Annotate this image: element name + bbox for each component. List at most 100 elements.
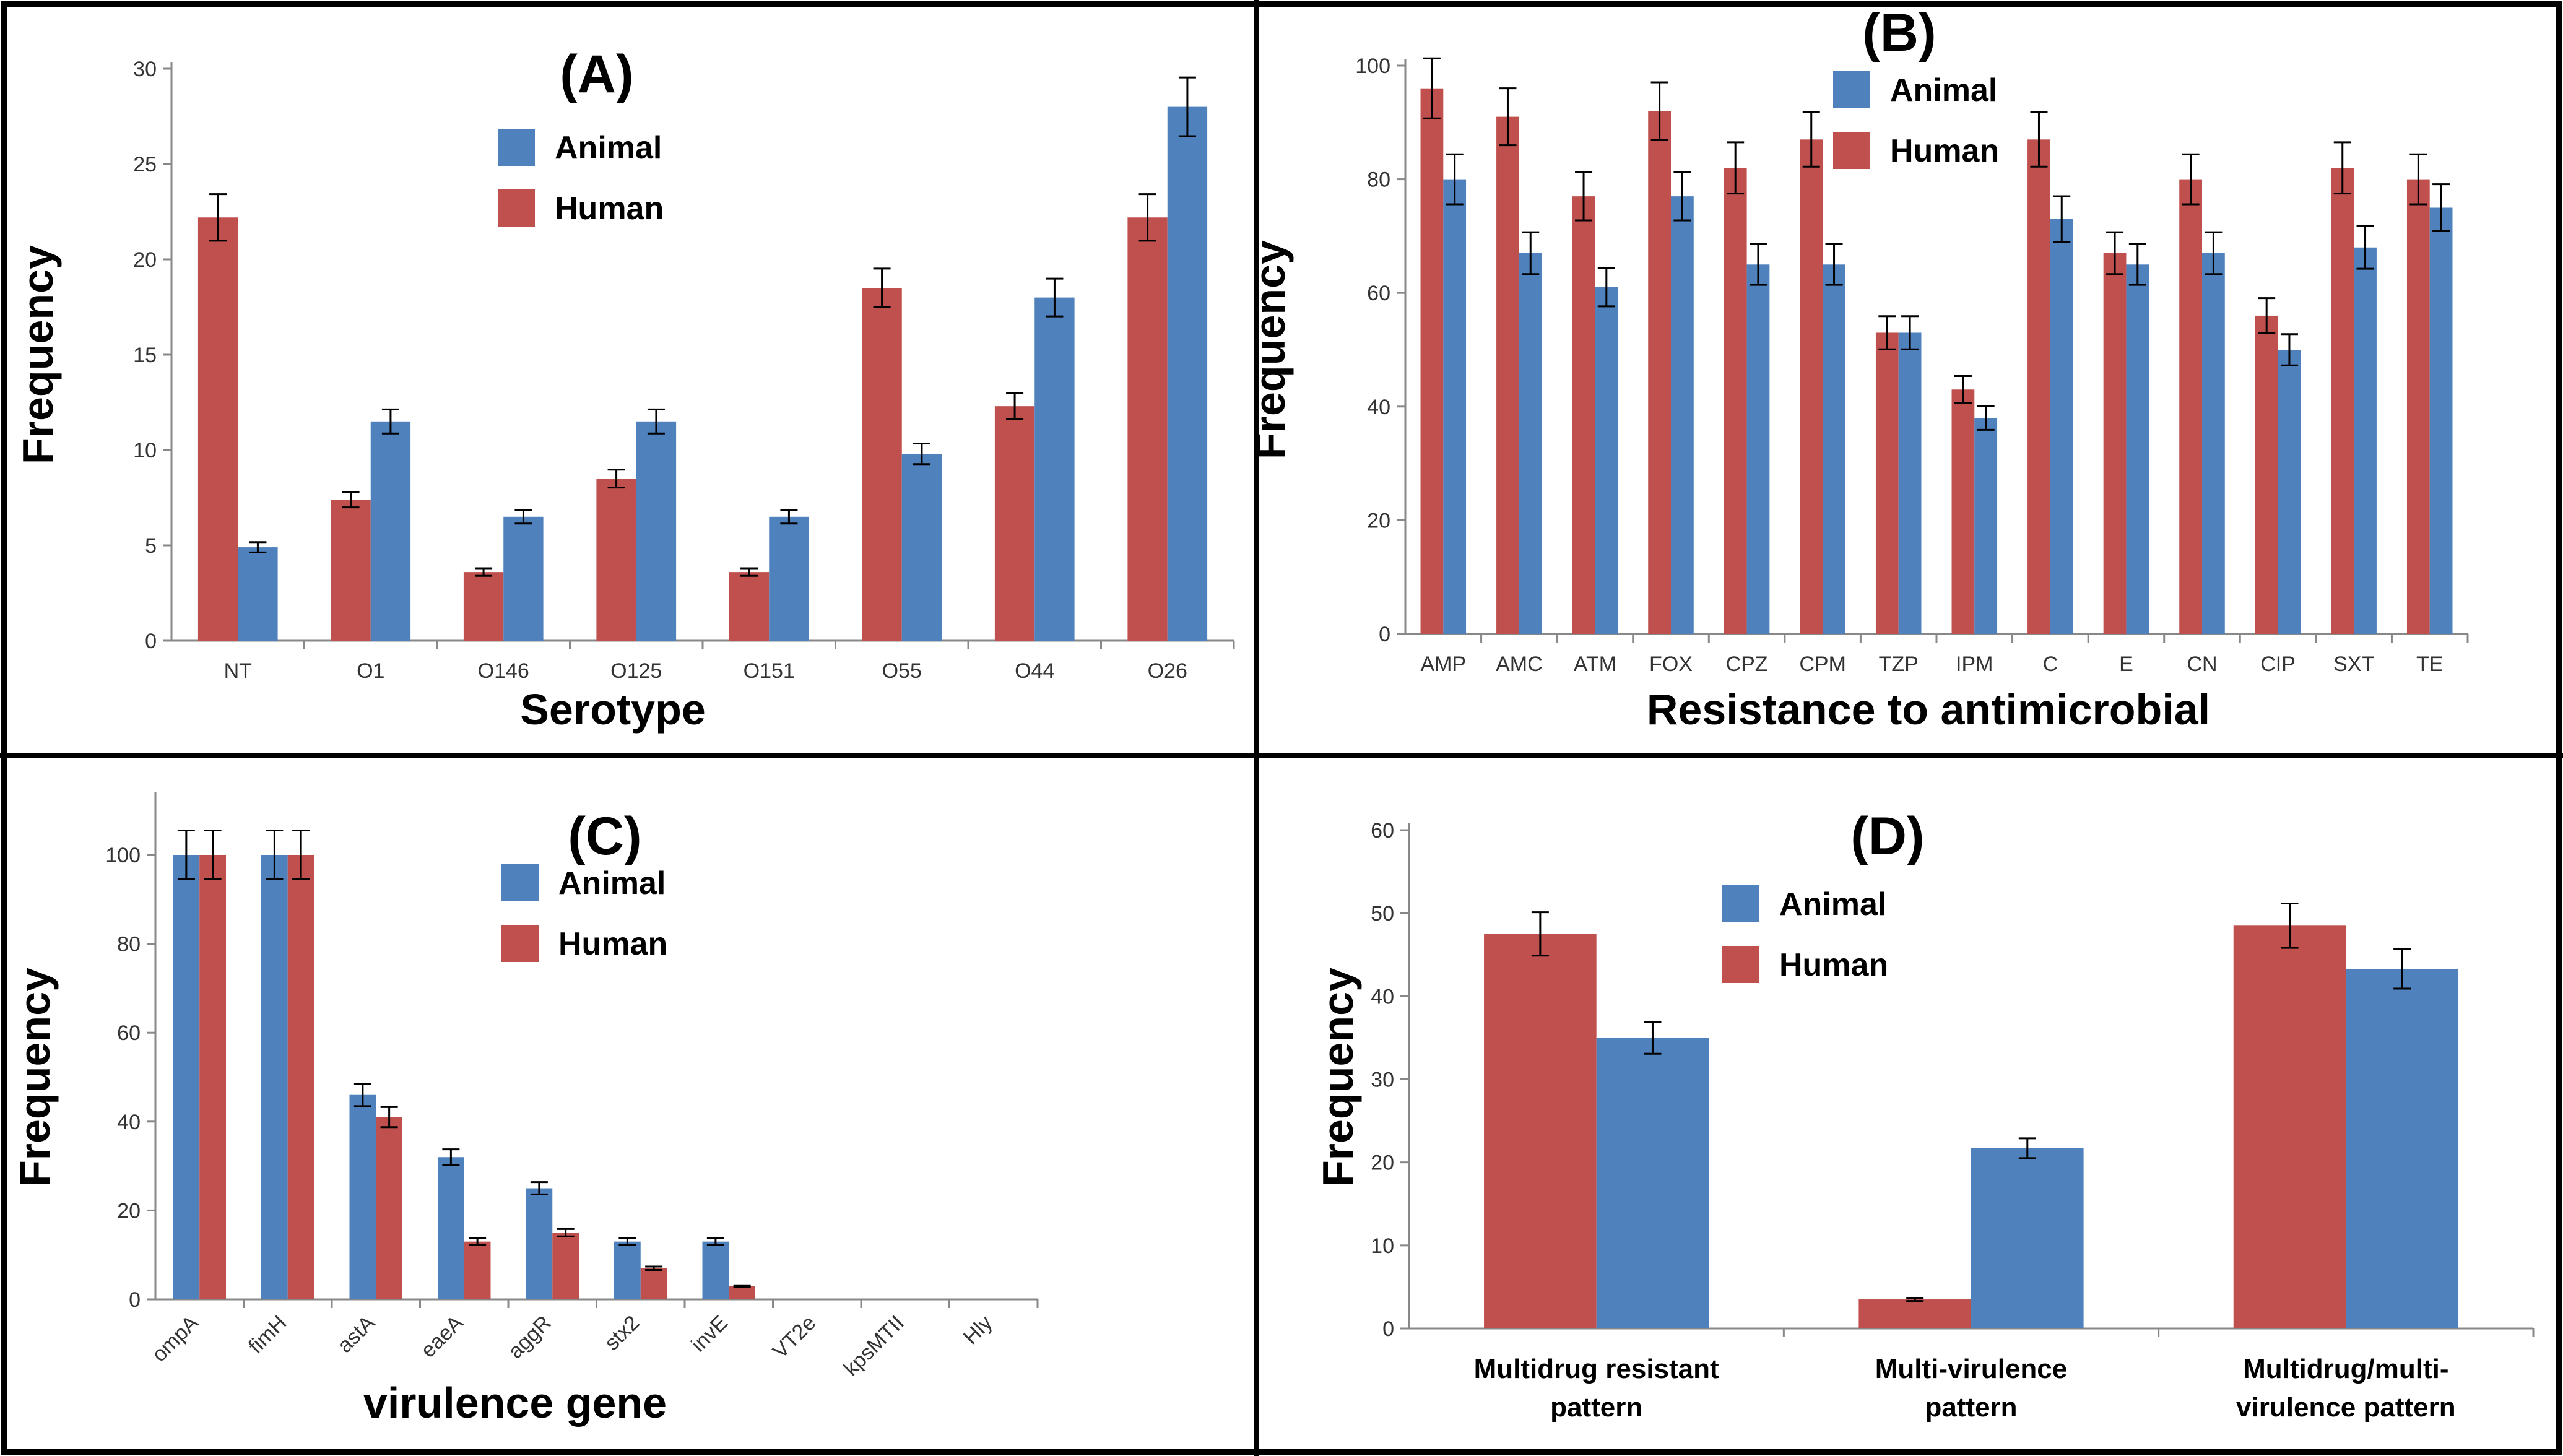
y-tick-label: 20	[1367, 509, 1390, 532]
bar-human	[1951, 389, 1975, 634]
x-tick-label: CN	[2187, 652, 2217, 676]
x-tick-label: ompA	[147, 1311, 203, 1367]
legend-swatch-human	[501, 925, 539, 962]
bar-human	[640, 1268, 667, 1299]
bar-human	[2179, 179, 2202, 635]
bar-human	[2406, 179, 2430, 635]
bar-human	[1648, 111, 1671, 634]
x-tick-label: ATM	[1574, 652, 1616, 676]
x-tick-label: NT	[224, 659, 252, 683]
y-tick-label: 0	[145, 630, 157, 653]
bar-animal	[1443, 179, 1467, 635]
x-tick-label: Multidrug/multi-	[2243, 1354, 2448, 1384]
chart-panel-a: 0 5 10 15 20 25 30 NT O1 O146 O125 O151 O55 O44 O26 (A)…	[14, 45, 1235, 734]
bar-animal	[1898, 332, 1922, 634]
x-tick-label: TZP	[1879, 652, 1919, 676]
y-tick-label: 100	[1355, 54, 1390, 78]
x-tick-label: O55	[882, 659, 922, 683]
y-tick-label: 40	[1367, 396, 1390, 419]
x-axis-label: virulence gene	[363, 1379, 667, 1427]
y-tick-label: 20	[133, 248, 157, 272]
y-axis-label: Frequency	[1314, 968, 1362, 1187]
x-tick-label: CIP	[2260, 652, 2296, 676]
x-tick-label: VT2e	[768, 1311, 820, 1363]
bar-human	[1484, 934, 1597, 1328]
y-tick-label: 30	[133, 58, 157, 81]
bar-human	[552, 1233, 579, 1299]
legend-swatch-animal	[498, 129, 535, 166]
x-tick-label: AMP	[1420, 652, 1466, 676]
x-tick-label: Multidrug resistant	[1474, 1354, 1719, 1384]
y-tick-label: 20	[1371, 1151, 1394, 1175]
x-tick-label: virulence pattern	[2236, 1392, 2456, 1423]
y-tick-label: 100	[105, 844, 141, 867]
y-tick-label: 80	[1367, 168, 1390, 192]
bar-animal	[702, 1241, 729, 1299]
legend-label-animal: Animal	[1779, 886, 1886, 922]
x-tick-label: Multi-virulence	[1875, 1354, 2068, 1384]
y-tick-label: 0	[129, 1288, 141, 1312]
y-tick-label: 0	[1379, 623, 1390, 646]
legend-swatch-human	[1722, 946, 1759, 983]
x-tick-label: TE	[2416, 652, 2443, 676]
legend-swatch-animal	[1833, 71, 1870, 108]
bar-animal	[1974, 418, 1998, 634]
bar-human	[464, 1241, 491, 1299]
bar-animal	[1971, 1148, 2084, 1328]
bar-animal	[2354, 247, 2377, 634]
chart-title: (A)	[560, 45, 633, 104]
bar-animal	[2126, 264, 2149, 634]
x-tick-label: astA	[333, 1311, 379, 1358]
bar-human	[2103, 253, 2127, 634]
chart-title: (D)	[1850, 807, 1924, 866]
bar-animal	[2278, 350, 2301, 634]
y-axis-label: Frequency	[14, 245, 62, 464]
bar-animal	[901, 454, 942, 641]
x-tick-label: stx2	[600, 1311, 644, 1355]
chart-title: (C)	[568, 807, 641, 866]
bar-human	[2233, 925, 2346, 1328]
y-tick-label: 0	[1382, 1317, 1394, 1341]
y-axis-label: Frequency	[11, 968, 59, 1187]
y-tick-label: 50	[1371, 902, 1394, 925]
bar-animal	[1746, 264, 1770, 634]
y-tick-label: 40	[117, 1111, 141, 1134]
bar-animal	[1595, 287, 1618, 634]
bar-human	[199, 855, 226, 1299]
chart-panel-b: 0 20 40 60 80 100 AMP AMC ATM FOX CPZ CPM TZP IPM C E CN…	[1246, 3, 2469, 734]
bar-animal	[1823, 264, 1845, 634]
legend-label-animal: Animal	[558, 865, 666, 901]
x-axis-label: Resistance to antimicrobial	[1647, 685, 2210, 734]
bar-animal	[2202, 253, 2225, 634]
x-axis-label: Serotype	[520, 685, 706, 734]
bar-human	[1572, 196, 1595, 634]
legend-swatch-animal	[1722, 885, 1759, 922]
y-tick-label: 10	[133, 439, 157, 462]
x-tick-label: O151	[744, 659, 795, 683]
bar-human	[2331, 168, 2354, 634]
bar-human	[729, 572, 770, 641]
bar-animal	[503, 516, 544, 641]
y-tick-label: 20	[117, 1199, 141, 1223]
bar-human	[1875, 332, 1899, 634]
bar-animal	[438, 1157, 464, 1299]
bar-animal	[1671, 196, 1694, 634]
y-tick-label: 60	[1367, 282, 1390, 305]
x-tick-label: AMC	[1496, 652, 1543, 676]
x-tick-label: fimH	[244, 1311, 291, 1358]
x-tick-label: aggR	[504, 1311, 556, 1363]
bar-animal	[636, 421, 677, 641]
bar-animal	[2429, 207, 2453, 634]
bar-human	[331, 500, 371, 641]
bar-human	[287, 855, 314, 1299]
bar-human	[729, 1286, 755, 1299]
x-tick-label: O26	[1148, 659, 1187, 683]
legend-label-animal: Animal	[1890, 72, 1997, 108]
legend-label-human: Human	[555, 191, 664, 227]
bar-human	[1800, 139, 1823, 635]
y-tick-label: 15	[133, 344, 157, 367]
x-tick-label: CPZ	[1726, 652, 1768, 676]
bar-human	[1724, 168, 1747, 634]
bar-human	[2027, 139, 2050, 635]
